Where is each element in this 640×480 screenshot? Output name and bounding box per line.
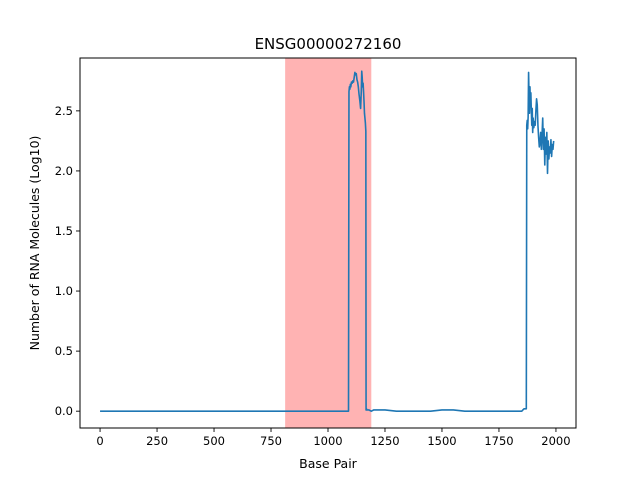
y-tick-label: 2.0	[55, 164, 73, 178]
chart-title: ENSG00000272160	[255, 35, 402, 53]
y-tick-label: 1.5	[55, 224, 73, 238]
highlight-region	[285, 58, 372, 428]
x-tick-label: 0	[96, 434, 103, 448]
series-line	[100, 70, 555, 412]
x-tick-label: 1250	[370, 434, 399, 448]
x-tick-label: 1500	[427, 434, 456, 448]
x-axis-label: Base Pair	[299, 456, 358, 471]
y-axis-label: Number of RNA Molecules (Log10)	[27, 136, 42, 351]
x-tick-label: 1000	[313, 434, 342, 448]
x-tick-label: 250	[146, 434, 168, 448]
x-tick-label: 1750	[484, 434, 513, 448]
y-tick-label: 0.0	[55, 404, 73, 418]
y-tick-label: 0.5	[55, 344, 73, 358]
y-tick-label: 1.0	[55, 284, 73, 298]
y-tick-label: 2.5	[55, 104, 73, 118]
x-tick-label: 750	[260, 434, 282, 448]
x-tick-label: 2000	[541, 434, 570, 448]
x-tick-label: 500	[203, 434, 225, 448]
